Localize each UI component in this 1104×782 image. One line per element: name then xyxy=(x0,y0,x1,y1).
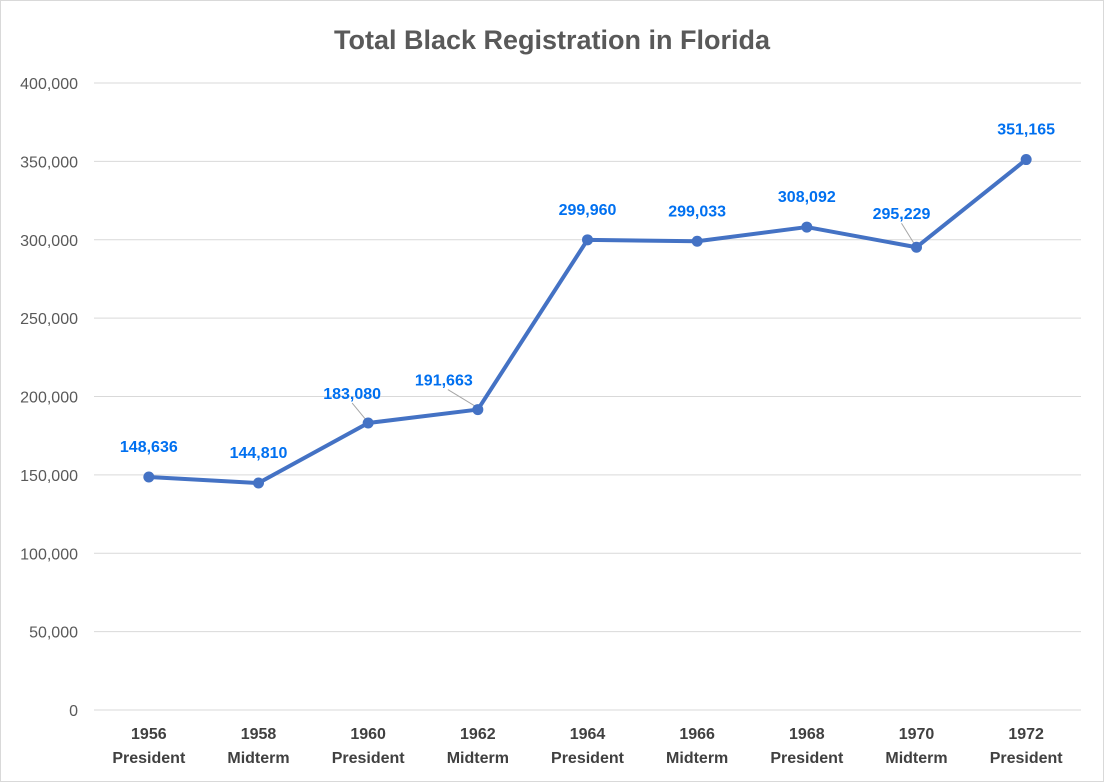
x-tick-label: President xyxy=(112,750,186,767)
x-axis-ticks: 1956 President 1958 Midterm 1960 President 196… xyxy=(112,726,1063,767)
x-tick-label: President xyxy=(770,750,844,767)
data-label: 308,092 xyxy=(778,189,836,206)
data-label: 299,960 xyxy=(559,202,617,219)
data-label: 295,229 xyxy=(873,206,931,223)
data-point xyxy=(691,235,703,247)
data-point xyxy=(472,404,484,416)
data-point xyxy=(362,417,374,429)
x-tick-label: 1960 xyxy=(350,726,386,743)
data-point xyxy=(911,241,922,253)
x-tick-label: Midterm xyxy=(447,750,509,767)
x-tick-label: 1956 xyxy=(131,726,167,743)
y-tick-label: 150,000 xyxy=(20,468,78,485)
data-point xyxy=(143,471,155,483)
y-tick-label: 0 xyxy=(69,703,78,720)
label-leader-line xyxy=(351,402,367,421)
label-leaders xyxy=(351,222,915,421)
y-tick-label: 400,000 xyxy=(20,76,78,93)
data-point xyxy=(582,234,593,246)
data-label: 183,080 xyxy=(323,386,381,403)
y-tick-label: 300,000 xyxy=(20,233,78,250)
x-tick-label: President xyxy=(551,750,625,767)
data-points xyxy=(143,154,1032,489)
y-tick-label: 50,000 xyxy=(29,625,78,642)
data-label: 148,636 xyxy=(120,439,178,456)
x-tick-label: President xyxy=(990,750,1064,767)
data-label: 351,165 xyxy=(997,122,1055,139)
x-tick-label: 1970 xyxy=(899,726,935,743)
x-tick-label: Midterm xyxy=(885,750,947,767)
y-tick-label: 350,000 xyxy=(20,154,78,171)
data-label: 144,810 xyxy=(230,445,288,462)
x-tick-label: 1972 xyxy=(1008,726,1044,743)
x-tick-label: 1968 xyxy=(789,726,825,743)
x-tick-label: 1958 xyxy=(241,726,277,743)
y-axis-ticks: 0 50,000 100,000 150,000 200,000 250,000 300,0… xyxy=(20,76,78,720)
x-tick-label: Midterm xyxy=(227,750,289,767)
y-tick-label: 200,000 xyxy=(20,390,78,407)
y-tick-label: 250,000 xyxy=(20,311,78,328)
x-tick-label: President xyxy=(332,750,406,767)
y-tick-label: 100,000 xyxy=(20,546,78,563)
chart-title: Total Black Registration in Florida xyxy=(334,25,771,55)
gridlines xyxy=(94,82,1081,711)
label-leader-line xyxy=(447,389,477,407)
data-labels: 148,636 144,810 183,080 191,663 299,960 299,0… xyxy=(120,122,1055,462)
label-leader-line xyxy=(901,222,915,245)
data-label: 299,033 xyxy=(668,203,726,220)
data-point xyxy=(1020,154,1032,166)
x-tick-label: 1962 xyxy=(460,726,496,743)
x-tick-label: 1964 xyxy=(570,726,606,743)
data-point xyxy=(801,221,813,233)
data-point xyxy=(253,477,264,489)
x-tick-label: 1966 xyxy=(679,726,715,743)
x-tick-label: Midterm xyxy=(666,750,728,767)
data-label: 191,663 xyxy=(415,373,473,390)
